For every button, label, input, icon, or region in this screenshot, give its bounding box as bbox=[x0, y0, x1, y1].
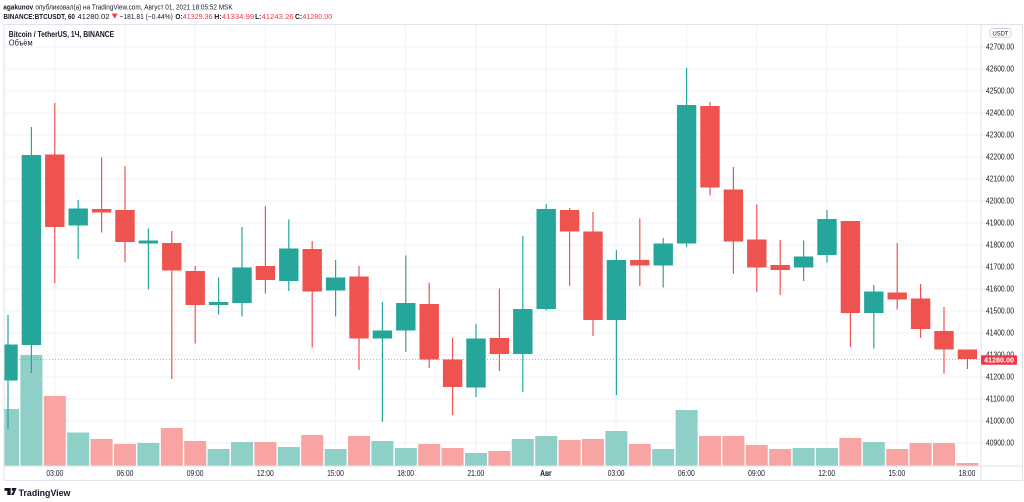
svg-text:15:00: 15:00 bbox=[327, 469, 344, 478]
svg-text:03:00: 03:00 bbox=[46, 469, 63, 478]
svg-text:12:00: 12:00 bbox=[818, 469, 835, 478]
svg-text:41700.00: 41700.00 bbox=[986, 263, 1014, 272]
svg-text:41400.00: 41400.00 bbox=[986, 329, 1014, 338]
svg-text:41300.00: 41300.00 bbox=[986, 351, 1014, 360]
svg-text:Объём: Объём bbox=[9, 38, 33, 47]
svg-text:−181.81 (−0.44%): −181.81 (−0.44%) bbox=[120, 12, 174, 21]
svg-text:03:00: 03:00 bbox=[608, 469, 625, 478]
svg-text:42300.00: 42300.00 bbox=[986, 131, 1014, 140]
svg-text:41280.00: 41280.00 bbox=[302, 12, 332, 21]
svg-text:06:00: 06:00 bbox=[678, 469, 695, 478]
svg-text:18:00: 18:00 bbox=[959, 469, 976, 478]
svg-text:21:00: 21:00 bbox=[467, 469, 484, 478]
svg-text:41500.00: 41500.00 bbox=[986, 307, 1014, 316]
svg-text:Bitcoin / TetherUS, 1Ч, BINANC: Bitcoin / TetherUS, 1Ч, BINANCE bbox=[9, 30, 115, 39]
svg-text:42100.00: 42100.00 bbox=[986, 175, 1014, 184]
svg-text:41800.00: 41800.00 bbox=[986, 241, 1014, 250]
svg-text:41280.02: 41280.02 bbox=[77, 12, 109, 21]
svg-text:C:: C: bbox=[295, 12, 302, 21]
svg-text:09:00: 09:00 bbox=[187, 469, 204, 478]
svg-text:09:00: 09:00 bbox=[748, 469, 765, 478]
svg-text:42500.00: 42500.00 bbox=[986, 87, 1014, 96]
svg-text:42400.00: 42400.00 bbox=[986, 109, 1014, 118]
svg-text:41200.00: 41200.00 bbox=[986, 373, 1014, 382]
svg-text:BINANCE:BTCUSDT, 60: BINANCE:BTCUSDT, 60 bbox=[3, 12, 75, 21]
svg-text:L:: L: bbox=[255, 12, 261, 21]
svg-text:41329.36: 41329.36 bbox=[183, 12, 213, 21]
svg-text:USDT: USDT bbox=[993, 30, 1009, 37]
svg-text:40900.00: 40900.00 bbox=[986, 439, 1014, 448]
svg-text:41100.00: 41100.00 bbox=[986, 395, 1014, 404]
svg-text:15:00: 15:00 bbox=[888, 469, 905, 478]
svg-text:TradingView: TradingView bbox=[19, 488, 71, 499]
svg-text:42600.00: 42600.00 bbox=[986, 65, 1014, 74]
svg-text:agakunov: agakunov bbox=[3, 3, 34, 12]
svg-text:41334.99: 41334.99 bbox=[222, 12, 254, 21]
svg-text:O:: O: bbox=[175, 12, 182, 21]
svg-text:41000.00: 41000.00 bbox=[986, 417, 1014, 426]
svg-text:42700.00: 42700.00 bbox=[986, 43, 1014, 52]
svg-text:41280.00: 41280.00 bbox=[984, 356, 1014, 365]
svg-text:06:00: 06:00 bbox=[117, 469, 134, 478]
svg-text:12:00: 12:00 bbox=[257, 469, 274, 478]
svg-text:опубликовал(а) на TradingView.: опубликовал(а) на TradingView.com, Авгус… bbox=[35, 3, 232, 12]
svg-text:42200.00: 42200.00 bbox=[986, 153, 1014, 162]
svg-text:18:00: 18:00 bbox=[397, 469, 414, 478]
svg-text:Авг: Авг bbox=[540, 469, 552, 478]
svg-text:H:: H: bbox=[214, 12, 221, 21]
svg-text:41243.26: 41243.26 bbox=[262, 12, 294, 21]
svg-text:41600.00: 41600.00 bbox=[986, 285, 1014, 294]
svg-text:42000.00: 42000.00 bbox=[986, 197, 1014, 206]
svg-text:41900.00: 41900.00 bbox=[986, 219, 1014, 228]
